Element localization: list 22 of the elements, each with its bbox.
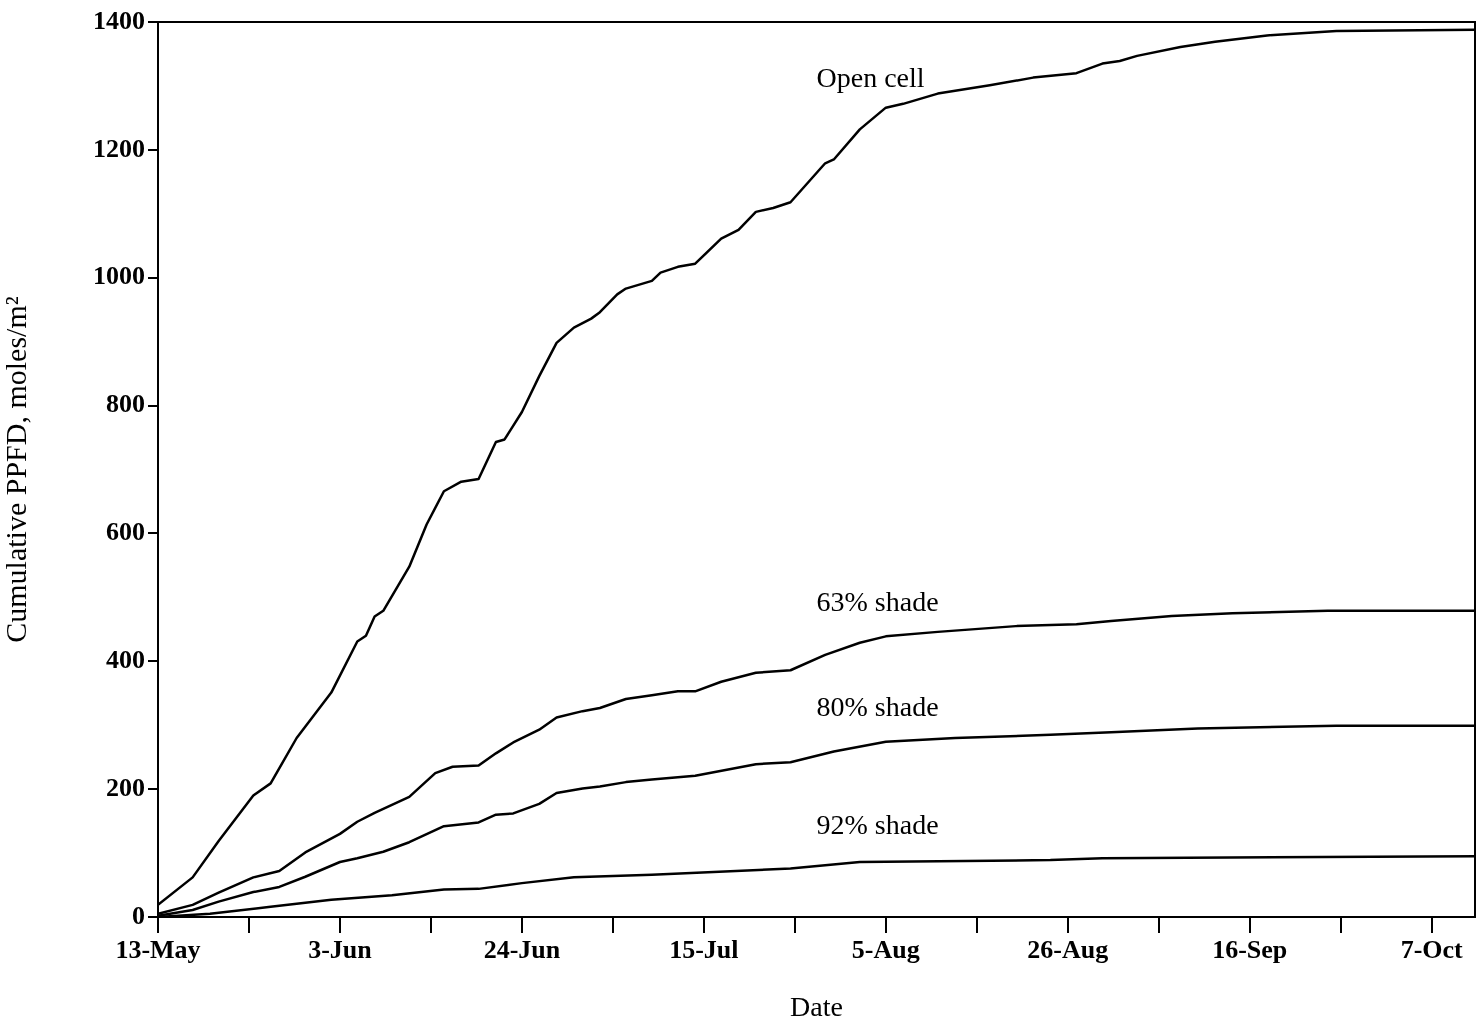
y-axis-title: Cumulative PPFD, moles/m² (0, 296, 32, 643)
y-tick-label: 600 (106, 517, 145, 547)
series-label: 63% shade (816, 585, 939, 617)
series-label: 92% shade (816, 808, 939, 840)
x-axis-title: Date (790, 990, 843, 1022)
y-tick-label: 1400 (93, 5, 145, 35)
x-tick-label: 13-May (115, 935, 201, 965)
x-tick-label: 5-Aug (851, 935, 920, 965)
y-tick-label: 1200 (93, 133, 145, 163)
y-tick-label: 400 (106, 645, 145, 674)
x-tick-label: 15-Jul (669, 935, 739, 965)
y-tick-label: 200 (106, 772, 145, 802)
x-tick-label: 24-Jun (483, 935, 561, 965)
series-label: Open cell (816, 62, 925, 94)
x-tick-label: 26-Aug (1027, 935, 1109, 965)
x-tick-label: 7-Oct (1400, 935, 1464, 965)
y-tick-label: 0 (132, 900, 145, 930)
x-tick-label: 3-Jun (308, 935, 373, 965)
y-tick-label: 800 (106, 389, 145, 419)
x-tick-label: 16-Sep (1212, 935, 1288, 965)
y-tick-label: 1000 (93, 261, 145, 291)
series-label: 80% shade (816, 690, 939, 722)
